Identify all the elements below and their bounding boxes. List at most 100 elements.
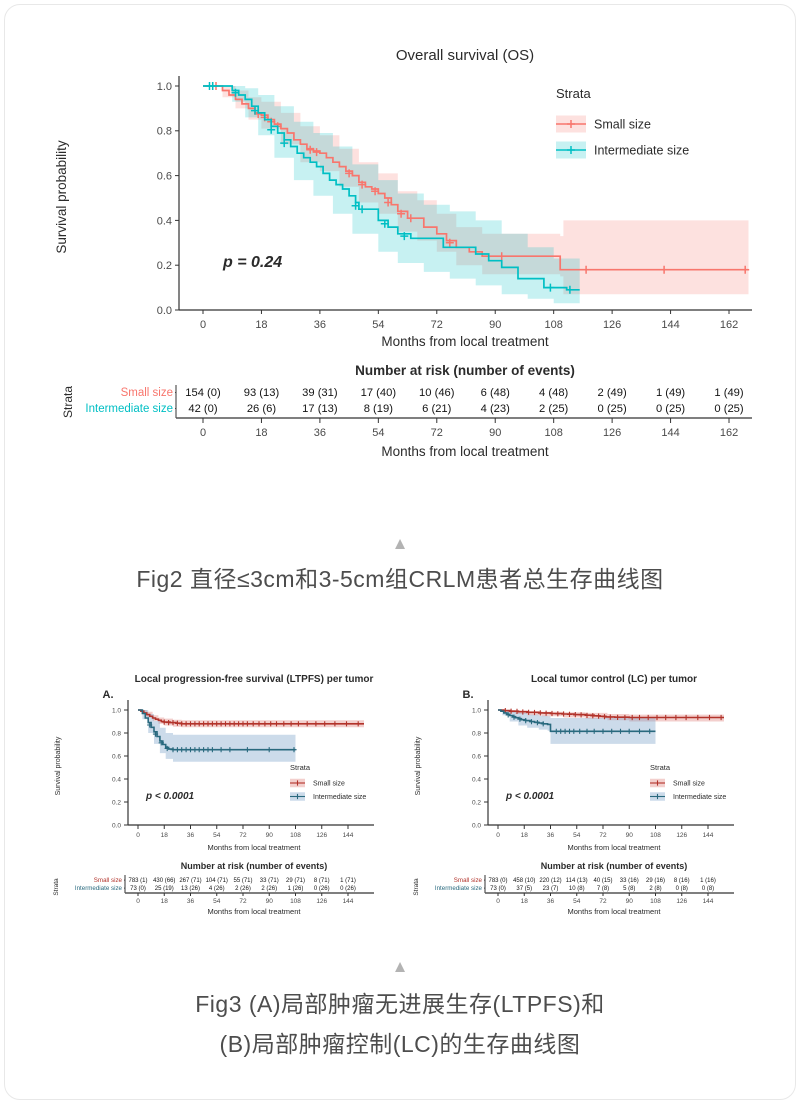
risk-x-tick-label: 162 xyxy=(720,427,738,439)
ltpfs-km-svg: 0.0 0.2 0.4 0.6 0.8 1.0 0 18 36 54 72 90 108 126 144 Lo… xyxy=(53,674,374,916)
ltpfs-panel: 0.0 0.2 0.4 0.6 0.8 1.0 0 18 36 54 72 90 108 126 144 Lo… xyxy=(42,666,398,923)
y-tick-label: 1.0 xyxy=(472,707,481,714)
y-tick-label: 0.8 xyxy=(157,126,172,138)
y-axis-title: Survival probability xyxy=(55,736,62,795)
y-tick-label: 1.0 xyxy=(112,707,121,714)
risk-cell: 29 (71) xyxy=(286,878,305,884)
risk-strata-label: Strata xyxy=(61,386,75,418)
risk-cell: 2 (26) xyxy=(261,886,277,892)
risk-table-title: Number at risk (number of events) xyxy=(355,363,575,378)
x-tick-label: 144 xyxy=(661,319,679,331)
risk-strata-label: Strata xyxy=(53,878,60,896)
risk-cell: 73 (0) xyxy=(130,886,146,892)
risk-cell: 2 (49) xyxy=(598,387,627,399)
risk-cell: 10 (46) xyxy=(419,387,455,399)
risk-x-tick-label: 108 xyxy=(544,427,562,439)
p-value: p = 0.24 xyxy=(222,254,282,271)
risk-x-tick-label: 144 xyxy=(703,898,714,905)
y-axis-title: Survival probability xyxy=(54,140,69,254)
risk-cell: 4 (48) xyxy=(539,387,568,399)
risk-cell: 6 (48) xyxy=(481,387,510,399)
risk-cell: 26 (6) xyxy=(247,403,276,415)
x-tick-label: 0 xyxy=(136,832,140,839)
legend-censor-glyph xyxy=(654,780,661,786)
y-tick-label: 0.4 xyxy=(472,776,481,783)
risk-cell: 8 (71) xyxy=(314,878,330,884)
risk-x-tick-label: 72 xyxy=(599,898,607,905)
risk-x-tick-label: 144 xyxy=(661,427,679,439)
small-size-ci-band xyxy=(138,710,364,728)
y-tick-label: 0.0 xyxy=(112,822,121,829)
x-tick-label: 54 xyxy=(573,832,581,839)
risk-x-tick-label: 18 xyxy=(521,898,529,905)
risk-x-tick-label: 126 xyxy=(316,898,327,905)
x-tick-label: 72 xyxy=(239,832,247,839)
risk-cell: 73 (0) xyxy=(490,886,506,892)
risk-x-tick-label: 126 xyxy=(603,427,621,439)
risk-cell: 6 (21) xyxy=(422,403,451,415)
intermediate-size-censor-marks xyxy=(147,722,297,753)
risk-cell: 10 (8) xyxy=(569,886,585,892)
y-tick-label: 1.0 xyxy=(157,81,172,93)
risk-cell: 267 (71) xyxy=(179,878,201,884)
legend-title: Strata xyxy=(556,86,591,101)
panel-label: A. xyxy=(103,689,114,701)
legend-censor-glyph xyxy=(294,780,301,786)
risk-cell: 0 (26) xyxy=(314,886,330,892)
risk-x-tick-label: 36 xyxy=(187,898,195,905)
y-tick-label: 0.4 xyxy=(157,215,172,227)
risk-cell: 23 (7) xyxy=(543,886,559,892)
intermediate-size-censor-marks xyxy=(505,712,653,734)
legend-item-label: Intermediate size xyxy=(673,794,726,801)
risk-cell: 1 (16) xyxy=(700,878,716,884)
risk-cell: 458 (10) xyxy=(513,878,535,884)
legend-censor-glyph xyxy=(567,146,575,154)
risk-x-axis-title: Months from local treatment xyxy=(208,907,302,916)
risk-cell: 33 (16) xyxy=(620,878,639,884)
x-axis-title: Months from local treatment xyxy=(208,843,302,852)
risk-x-tick-label: 108 xyxy=(650,898,661,905)
panel-label: B. xyxy=(463,689,474,701)
risk-cell: 104 (71) xyxy=(206,878,228,884)
y-tick-label: 0.4 xyxy=(112,776,121,783)
x-tick-label: 108 xyxy=(650,832,661,839)
risk-cell: 40 (15) xyxy=(593,878,612,884)
risk-cell: 17 (13) xyxy=(302,403,338,415)
risk-x-tick-label: 18 xyxy=(255,427,267,439)
risk-cell: 114 (13) xyxy=(566,878,588,884)
risk-cell: 5 (8) xyxy=(623,886,635,892)
risk-x-tick-label: 0 xyxy=(200,427,206,439)
risk-cell: 0 (8) xyxy=(676,886,688,892)
y-tick-label: 0.6 xyxy=(157,170,172,182)
risk-table-title: Number at risk (number of events) xyxy=(541,861,688,871)
legend-item-label: Small size xyxy=(313,780,345,787)
divider-triangle-icon: ▲ xyxy=(391,534,409,553)
y-tick-label: 0.8 xyxy=(112,730,121,737)
risk-cell: 8 (19) xyxy=(364,403,393,415)
risk-cell: 0 (25) xyxy=(714,403,743,415)
x-tick-label: 72 xyxy=(599,832,607,839)
risk-cell: 4 (26) xyxy=(209,886,225,892)
risk-cell: 220 (12) xyxy=(539,878,561,884)
risk-x-tick-label: 54 xyxy=(213,898,221,905)
x-tick-label: 126 xyxy=(676,832,687,839)
x-tick-label: 90 xyxy=(489,319,501,331)
x-tick-label: 144 xyxy=(703,832,714,839)
risk-x-tick-label: 54 xyxy=(573,898,581,905)
x-tick-label: 54 xyxy=(213,832,221,839)
risk-x-tick-label: 0 xyxy=(136,898,140,905)
risk-x-tick-label: 108 xyxy=(290,898,301,905)
risk-row-label: Small size xyxy=(121,387,173,399)
x-tick-label: 126 xyxy=(316,832,327,839)
intermediate-size-ci-band xyxy=(498,710,656,744)
fig2-caption: Fig2 直径≤3cm和3-5cm组CRLM患者总生存曲线图 xyxy=(136,566,664,592)
y-tick-label: 0.0 xyxy=(157,305,172,317)
small-size-ci-band xyxy=(203,86,749,295)
risk-cell: 4 (23) xyxy=(481,403,510,415)
x-tick-label: 144 xyxy=(343,832,354,839)
risk-cell: 0 (26) xyxy=(340,886,356,892)
risk-cell: 33 (71) xyxy=(260,878,279,884)
legend-censor-glyph xyxy=(567,120,575,128)
risk-cell: 1 (71) xyxy=(340,878,356,884)
risk-cell: 37 (5) xyxy=(516,886,532,892)
